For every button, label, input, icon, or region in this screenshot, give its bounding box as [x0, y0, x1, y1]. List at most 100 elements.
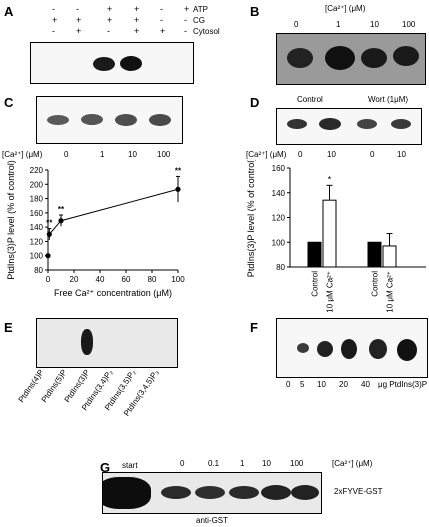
- panel-a-sign: +: [134, 26, 140, 36]
- panel-b-lane-1: 1: [336, 20, 341, 29]
- panel-c-significance: **: [46, 219, 53, 228]
- panel-d-lane-3: 10: [397, 150, 406, 159]
- panel-c-lane-3: 100: [157, 150, 171, 159]
- panel-a-band: [120, 56, 142, 71]
- panel-c-x-tick-label: 100: [171, 275, 185, 284]
- panel-f-band: [369, 339, 387, 359]
- panel-a-blot: [30, 42, 194, 84]
- panel-g-band: [195, 486, 225, 499]
- panel-f-lane-3: 20: [339, 380, 348, 389]
- panel-b-blot: [276, 33, 426, 85]
- panel-b-label: B: [250, 4, 260, 19]
- panel-f-unit: μg PtdIns(3)P: [378, 380, 428, 389]
- panel-g-band: [291, 485, 319, 500]
- panel-c-x-tick-label: 40: [96, 275, 105, 284]
- panel-f-band: [317, 341, 333, 357]
- panel-c-band: [115, 114, 137, 126]
- panel-d-y-tick-label: 120: [272, 214, 286, 223]
- panel-g-band-label: 2xFYVE-GST: [334, 487, 383, 496]
- panel-g-blot: [102, 472, 322, 514]
- panel-d-band: [287, 119, 307, 129]
- panel-f-band: [341, 339, 357, 359]
- panel-g-label: G: [100, 460, 111, 475]
- panel-g-lane-5: 100: [290, 459, 304, 468]
- panel-d-y-tick-label: 160: [272, 164, 286, 173]
- panel-a-sign: -: [107, 26, 110, 36]
- panel-e-label: E: [4, 320, 13, 335]
- panel-g-lane-4: 10: [262, 459, 271, 468]
- panel-d-group-control: Control: [297, 95, 323, 104]
- panel-b-lane-3: 100: [402, 20, 416, 29]
- panel-a-label: A: [4, 4, 14, 19]
- panel-a-sign: -: [76, 4, 79, 14]
- panel-c-y-tick-label: 180: [30, 195, 44, 204]
- panel-b-band: [287, 48, 313, 68]
- panel-a-sign: -: [160, 4, 163, 14]
- panel-f-lane-2: 10: [317, 380, 326, 389]
- panel-c-band: [149, 114, 171, 126]
- panel-b-lane-2: 10: [370, 20, 379, 29]
- panel-d-category-label: 10 μM Ca²⁺: [326, 271, 335, 313]
- panel-a-row-atp: ATP: [193, 5, 208, 14]
- panel-c-point: [58, 218, 64, 224]
- panel-a-sign: -: [184, 26, 187, 36]
- panel-g-lane-0: start: [122, 461, 138, 470]
- panel-c-significance: **: [175, 166, 182, 175]
- panel-d-category-label: Control: [311, 271, 320, 297]
- panel-c-x-tick-label: 0: [46, 275, 51, 284]
- panel-c-lane-1: 1: [100, 150, 105, 159]
- panel-c-x-tick-label: 60: [122, 275, 131, 284]
- panel-g-band: [229, 486, 259, 499]
- panel-d-y-tick-label: 80: [276, 263, 285, 272]
- panel-d-lane-2: 0: [370, 150, 375, 159]
- panel-g-antibody: anti-GST: [196, 516, 229, 525]
- panel-f-band: [297, 343, 309, 353]
- panel-a-sign: +: [52, 15, 58, 25]
- panel-a-signs: - - + + - + + + + + - - - + - + + -: [40, 5, 190, 39]
- panel-c-y-tick-label: 120: [30, 237, 44, 246]
- panel-f-lane-4: 40: [361, 380, 370, 389]
- panel-d-chart: 80 100 120 140 160 PtdIns(3)P level (% of con…: [246, 160, 426, 313]
- panel-b-band: [361, 48, 387, 68]
- panel-c-y-tick-label: 140: [30, 223, 44, 232]
- panel-d-bar: [322, 199, 337, 268]
- panel-c-point: [46, 231, 52, 237]
- panel-a-row-cytosol: Cytosol: [193, 27, 220, 36]
- panel-a-sign: +: [134, 4, 140, 14]
- panel-g-lane-1: 0: [180, 459, 185, 468]
- panel-d-category-label: Control: [371, 271, 380, 297]
- panel-d-band: [357, 119, 377, 129]
- panel-a-sign: +: [107, 15, 113, 25]
- panel-c-blot: [36, 96, 183, 144]
- panel-f-label: F: [250, 320, 258, 335]
- panel-c-y-tick-label: 200: [30, 180, 44, 189]
- panel-d-category-label: 10 μM Ca²⁺: [386, 271, 395, 313]
- panel-g-lane-2: 0.1: [208, 459, 220, 468]
- panel-c-series-line: [48, 188, 179, 235]
- panel-c-y-tick-label: 160: [30, 209, 44, 218]
- panel-d-group-wort: Wort (1μM): [368, 95, 409, 104]
- panel-a-sign: -: [160, 15, 163, 25]
- panel-c-x-tick-label: 20: [70, 275, 79, 284]
- panel-a-sign: +: [160, 26, 166, 36]
- panel-g-conc-title: [Ca²⁺] (μM): [332, 459, 373, 468]
- panel-g-band: [161, 486, 191, 499]
- panel-a-sign: +: [76, 26, 82, 36]
- panel-g-band: [103, 477, 151, 509]
- panel-b-band: [393, 46, 419, 66]
- panel-d-label: D: [250, 95, 260, 110]
- panel-e-band: [81, 329, 93, 355]
- panel-d-significance: *: [328, 174, 332, 184]
- panel-c-x-label: Free Ca²⁺ concentration (μM): [54, 288, 172, 298]
- panel-d-band: [319, 118, 341, 130]
- panel-d-bar: [367, 241, 382, 268]
- panel-a-sign: +: [76, 15, 82, 25]
- panel-d-bar: [307, 241, 322, 268]
- panel-a-sign: +: [184, 4, 190, 14]
- panel-d-lane-1: 10: [327, 150, 336, 159]
- panel-a-sign: +: [134, 15, 140, 25]
- panel-f-lane-0: 0: [286, 380, 291, 389]
- panel-f-lane-1: 5: [300, 380, 305, 389]
- panel-b-conc-title: [Ca²⁺] (μM): [325, 4, 366, 13]
- panel-c-x-tick-label: 80: [148, 275, 157, 284]
